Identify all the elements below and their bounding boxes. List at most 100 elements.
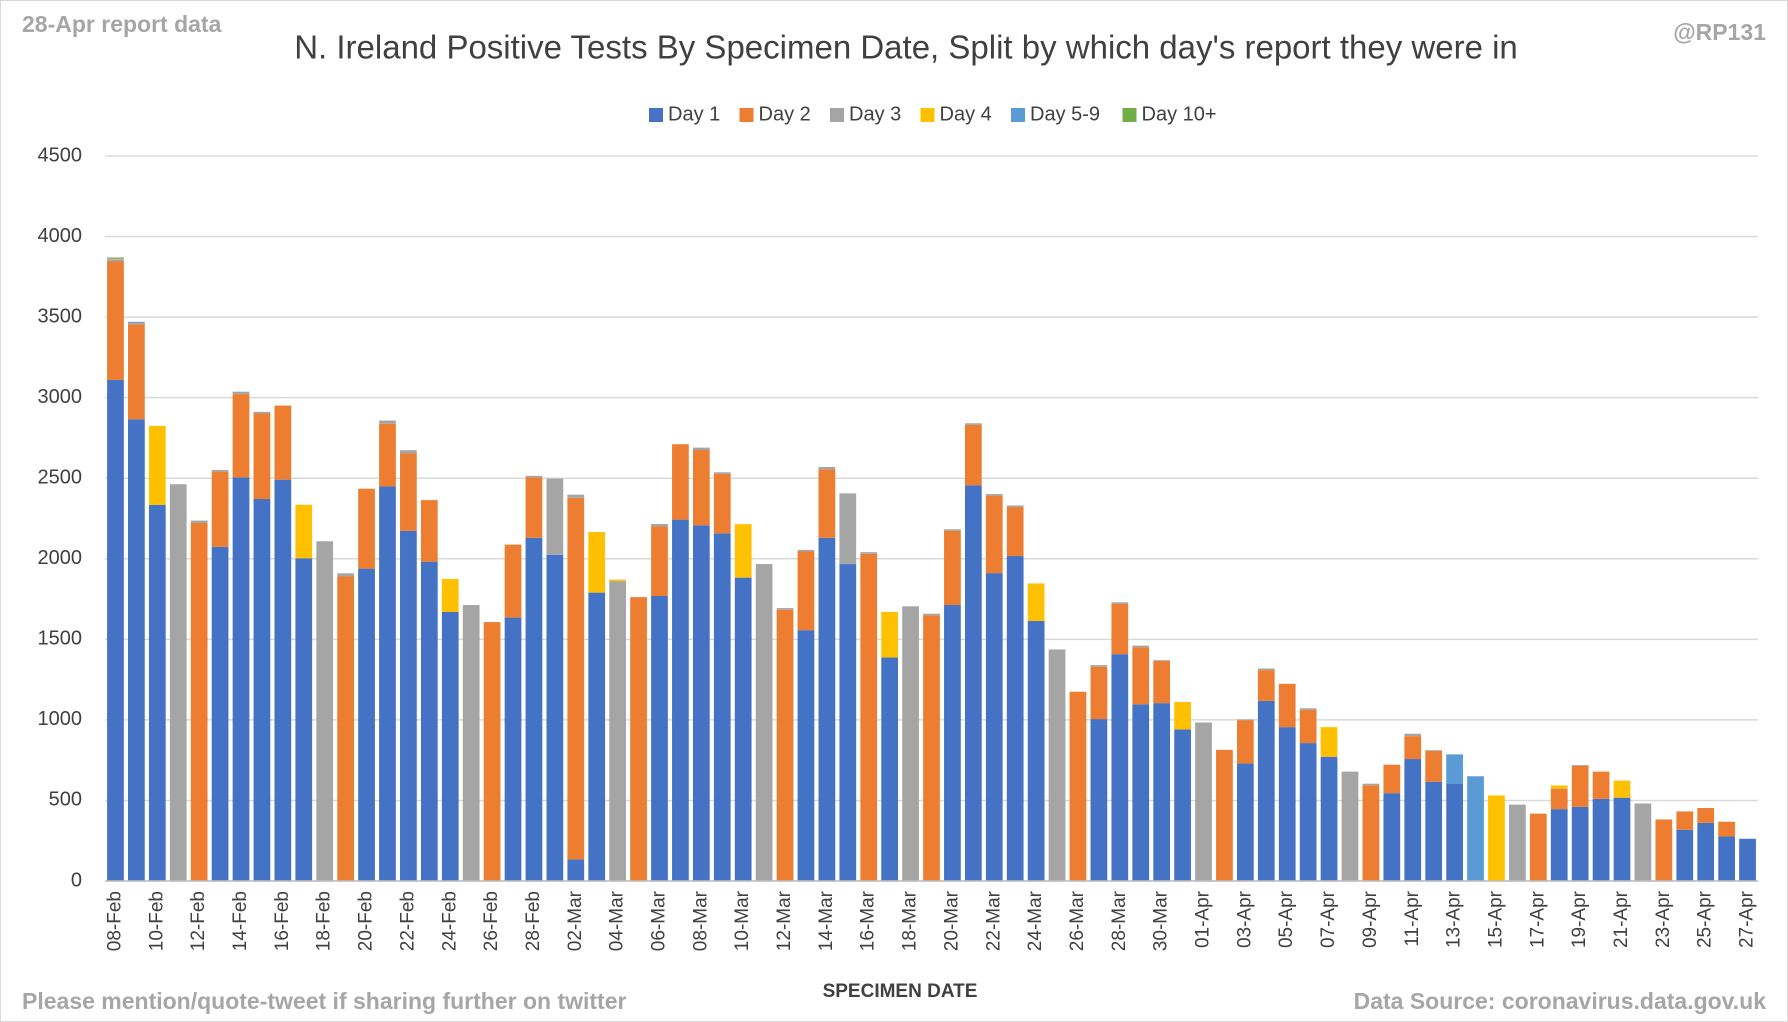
bar-segment bbox=[692, 450, 710, 526]
bar-segment bbox=[1027, 583, 1045, 621]
bar-segment bbox=[818, 537, 836, 881]
x-tick-label: 16-Feb bbox=[272, 891, 293, 951]
y-tick-label: 4000 bbox=[38, 225, 83, 247]
bar-segment bbox=[776, 609, 794, 881]
x-tick-label: 10-Feb bbox=[146, 891, 167, 951]
bar-segment bbox=[525, 537, 543, 881]
legend-label: Day 4 bbox=[940, 103, 992, 125]
x-tick-label: 30-Mar bbox=[1151, 890, 1172, 951]
x-tick-label: 07-Apr bbox=[1318, 890, 1339, 948]
bar-segment bbox=[1006, 556, 1024, 881]
x-tick-label: 06-Mar bbox=[649, 890, 670, 951]
bar-segment bbox=[797, 630, 815, 881]
x-tick-label: 20-Feb bbox=[356, 891, 377, 951]
bar-segment bbox=[609, 581, 627, 881]
bar-segment bbox=[190, 523, 208, 881]
bar-segment bbox=[1676, 811, 1694, 830]
axes: 0 500 1000 1500 2000 2500 3000 3500 4000 4500 08-F… bbox=[38, 144, 1758, 951]
chart-title: N. Ireland Positive Tests By Specimen Da… bbox=[294, 29, 1518, 66]
bar-segment bbox=[776, 608, 794, 610]
legend-label: Day 5-9 bbox=[1030, 103, 1100, 125]
bar-segment bbox=[1404, 733, 1422, 737]
bar-segment bbox=[211, 470, 229, 472]
bar-segment bbox=[253, 499, 271, 881]
bar-segment bbox=[1090, 719, 1108, 881]
bar-segment bbox=[107, 259, 124, 262]
bar-segment bbox=[232, 394, 250, 478]
legend-swatch bbox=[1122, 108, 1137, 122]
bar-segment bbox=[253, 411, 271, 414]
bar-segment bbox=[169, 484, 187, 881]
bar-segment bbox=[1048, 649, 1066, 881]
bar-segment bbox=[400, 530, 417, 881]
bar-segment bbox=[316, 541, 334, 881]
legend-label: Day 3 bbox=[849, 103, 901, 125]
bar-segment bbox=[964, 423, 982, 425]
x-tick-label: 20-Mar bbox=[941, 890, 962, 951]
bar-segment bbox=[420, 500, 438, 562]
bar-segment bbox=[839, 493, 857, 565]
x-tick-label: 11-Apr bbox=[1402, 890, 1423, 946]
bar-segment bbox=[734, 524, 752, 578]
bar-segment bbox=[1571, 765, 1589, 807]
bar-segment bbox=[985, 573, 1003, 881]
report-note: 28-Apr report data bbox=[22, 11, 222, 37]
x-tick-label: 26-Mar bbox=[1067, 890, 1088, 951]
bar-segment bbox=[1383, 793, 1401, 881]
x-tick-label: 28-Feb bbox=[523, 891, 544, 951]
bar-segment bbox=[1467, 776, 1484, 881]
bar-segment bbox=[818, 469, 836, 538]
bar-segment bbox=[1320, 756, 1338, 881]
bar-segment bbox=[148, 504, 166, 881]
x-tick-label: 14-Mar bbox=[816, 890, 837, 951]
bar-segment bbox=[1571, 806, 1589, 881]
bar-segment bbox=[651, 523, 668, 527]
bar-segment bbox=[274, 405, 292, 480]
bar-segment bbox=[630, 597, 647, 881]
bar-segment bbox=[713, 473, 731, 534]
bar-segment bbox=[1634, 803, 1652, 881]
bar-segment bbox=[672, 444, 689, 520]
x-tick-label: 12-Mar bbox=[774, 890, 795, 951]
x-tick-label: 17-Apr bbox=[1527, 890, 1548, 948]
x-tick-label: 21-Apr bbox=[1611, 890, 1632, 948]
bar-segment bbox=[1132, 645, 1150, 648]
y-tick-label: 500 bbox=[49, 789, 82, 811]
bar-segment bbox=[1425, 750, 1443, 751]
bar-segment bbox=[567, 497, 585, 860]
bar-segment bbox=[253, 413, 271, 500]
bar-segment bbox=[1404, 736, 1422, 760]
y-tick-label: 2000 bbox=[38, 547, 83, 569]
bar-segment bbox=[839, 564, 857, 881]
credit: @RP131 bbox=[1673, 19, 1766, 45]
y-tick-label: 1500 bbox=[38, 628, 83, 650]
x-tick-label: 16-Mar bbox=[858, 890, 879, 951]
x-tick-label: 05-Apr bbox=[1276, 890, 1297, 948]
bar-segment bbox=[1257, 668, 1275, 671]
bar-segment bbox=[1341, 771, 1359, 881]
bar-segment bbox=[923, 613, 940, 616]
data-source: Data Source: coronavirus.data.gov.uk bbox=[1354, 988, 1767, 1014]
bar-segment bbox=[1425, 750, 1443, 782]
bar-segment bbox=[1676, 829, 1694, 881]
bar-segment bbox=[358, 568, 375, 881]
bar-segment bbox=[651, 526, 668, 596]
x-tick-label: 08-Mar bbox=[690, 890, 711, 951]
bar-segment bbox=[902, 606, 919, 881]
bar-segment bbox=[964, 485, 982, 881]
bar-segment bbox=[1718, 836, 1735, 881]
x-tick-label: 02-Mar bbox=[565, 890, 586, 951]
y-tick-label: 4500 bbox=[38, 144, 83, 166]
bar-segment bbox=[107, 258, 124, 260]
bar-segment bbox=[1027, 620, 1045, 881]
bar-segment bbox=[881, 611, 899, 658]
bar-segment bbox=[1174, 702, 1191, 730]
bar-segment bbox=[881, 657, 899, 881]
bar-segment bbox=[860, 552, 878, 554]
bar-segment bbox=[692, 447, 710, 451]
bar-segment bbox=[1362, 785, 1380, 881]
bar-segment bbox=[232, 477, 250, 881]
bar-segment bbox=[483, 622, 501, 881]
bar-segment bbox=[232, 391, 250, 395]
